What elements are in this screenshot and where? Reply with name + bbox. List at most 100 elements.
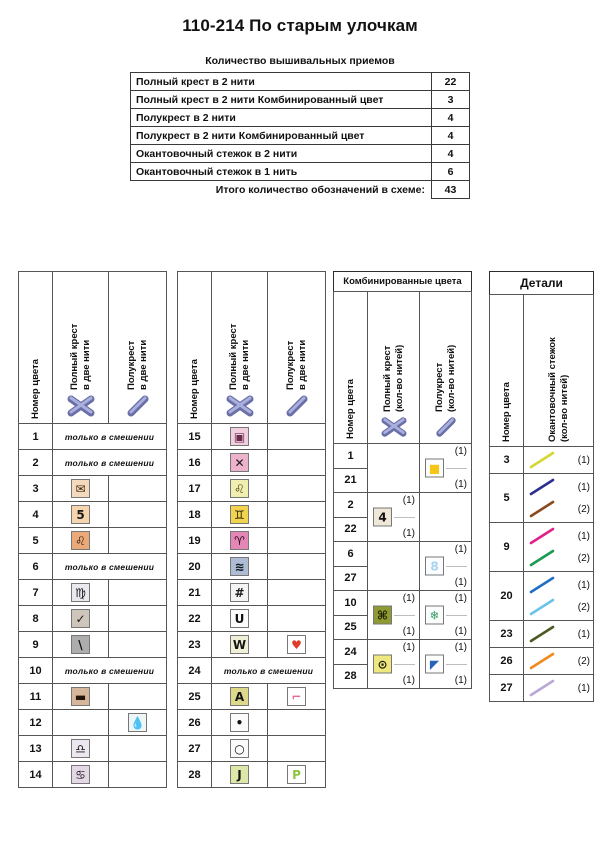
backstitch-row: (1) (527, 476, 590, 498)
table-row: 25 (333, 614, 472, 640)
color-number-cell: 4 (18, 501, 53, 528)
table-row: Полукрест в 2 нити Комбинированный цвет 4 (130, 126, 470, 145)
thread-count: (1) (577, 682, 590, 694)
legend-table-b: Номер цвета Полный крест в две нити (177, 271, 326, 788)
header-half-cross: Полукрест в две нити (108, 271, 167, 424)
half-cross-cell (419, 492, 472, 542)
color-number-cell: 15 (177, 423, 212, 450)
full-cross-cell: W (211, 631, 268, 658)
half-cross-icon (431, 415, 461, 439)
color-number-cell: 21 (333, 467, 368, 493)
backstitch-row: (1) (527, 574, 590, 596)
header-color-number: Номер цвета (489, 294, 524, 447)
table-row: 20 (1) (2) (489, 571, 594, 621)
color-legend-table-1: Номер цвета Полный крест в две нити (18, 271, 167, 788)
backstitch-cell: (1) (523, 674, 594, 702)
half-cross-cell (267, 501, 326, 528)
half-cross-cell (108, 475, 167, 502)
table-row: 15 ▣ (177, 423, 326, 450)
half-cross-cell (267, 423, 326, 450)
color-number-cell: 13 (18, 735, 53, 762)
color-number-cell: 14 (18, 761, 53, 788)
table-row: 12 💧 (18, 709, 167, 736)
table-row: 21 (333, 467, 472, 493)
table-row: 6 только в смешении (18, 553, 167, 580)
table-row: 5 ♌ (18, 527, 167, 554)
color-number-cell: 10 (333, 590, 368, 616)
backstitch-row: (2) (527, 650, 590, 672)
color-number-cell: 2 (18, 449, 53, 476)
color-number-cell: 22 (333, 516, 368, 542)
mix-only-cell: только в смешении (52, 657, 167, 684)
table-row: 28 J P (177, 761, 326, 788)
color-number-cell: 23 (177, 631, 212, 658)
legend-table-d: Детали Номер цвета Окантовочный стежок (… (489, 271, 594, 702)
backstitch-line-icon (527, 450, 557, 470)
summary-label: Полукрест в 2 нити Комбинированный цвет (130, 126, 432, 145)
half-cross-cell (267, 735, 326, 762)
table-row: 2 только в смешении (18, 449, 167, 476)
table-row: 17 ♌ (177, 475, 326, 502)
backstitch-row: (1) (527, 677, 590, 699)
header-color-number: Номер цвета (177, 271, 212, 424)
summary-total-label: Итого количество обозначений в схеме: (215, 183, 425, 196)
half-cross-cell (267, 709, 326, 736)
full-cross-cell: • (211, 709, 268, 736)
summary-label: Полный крест в 2 нити (130, 72, 432, 91)
half-cross-cell (108, 631, 167, 658)
color-number-cell: 19 (177, 527, 212, 554)
backstitch-line-icon (527, 526, 557, 546)
table-row: 28 (333, 663, 472, 689)
thread-count-bottom: (1) (402, 626, 415, 637)
color-number-cell: 6 (18, 553, 53, 580)
header-full-cross: Полный крест в две нити (211, 271, 268, 424)
table-row: 9 (1) (2) (489, 522, 594, 572)
color-number-cell: 1 (333, 443, 368, 469)
color-number-cell: 1 (18, 423, 53, 450)
half-cross-cell: (1) 8 (1) (419, 541, 472, 591)
thread-count: (1) (577, 628, 590, 640)
full-cross-symbol: ▣ (230, 427, 249, 446)
full-cross-symbol: \ (71, 635, 90, 654)
full-cross-cell: (1) ⌘ (1) (367, 590, 420, 640)
half-cross-symbol: 8 (425, 556, 444, 576)
full-cross-cell: A (211, 683, 268, 710)
full-cross-cell (367, 541, 420, 591)
summary-count: 22 (431, 72, 470, 91)
divider (446, 664, 467, 665)
color-number-cell: 20 (489, 571, 524, 621)
full-cross-symbol: ⌘ (373, 605, 392, 625)
color-number-cell: 21 (177, 579, 212, 606)
full-cross-symbol: ○ (230, 739, 249, 758)
thread-count: (2) (577, 552, 590, 564)
summary-count: 4 (431, 126, 470, 145)
half-cross-symbol: ❄ (425, 605, 444, 625)
mix-only-cell: только в смешении (52, 553, 167, 580)
divider (446, 615, 467, 616)
half-cross-cell: 💧 (108, 709, 167, 736)
color-number-cell: 24 (177, 657, 212, 684)
thread-count-bottom: (1) (454, 479, 467, 490)
full-cross-cell: ♍ (52, 579, 109, 606)
full-cross-symbol: # (230, 583, 249, 602)
summary-label: Полукрест в 2 нити (130, 108, 432, 127)
divider (394, 615, 415, 616)
full-cross-cell: (1) ⊙ (1) (367, 639, 420, 689)
color-number-cell: 12 (18, 709, 53, 736)
half-cross-cell (108, 605, 167, 632)
half-cross-cell: ⌐ (267, 683, 326, 710)
full-cross-symbol: ✉ (71, 479, 90, 498)
backstitch-row: (1) (527, 623, 590, 645)
color-number-cell: 22 (177, 605, 212, 632)
summary-count: 6 (431, 162, 470, 181)
color-number-cell: 27 (333, 565, 368, 591)
full-cross-symbol: J (230, 765, 249, 784)
color-number-cell: 25 (177, 683, 212, 710)
table-row: 9 \ (18, 631, 167, 658)
mix-only-cell: только в смешении (211, 657, 326, 684)
summary-total-row: Итого количество обозначений в схеме: 43 (131, 180, 470, 199)
half-cross-cell (267, 449, 326, 476)
header-backstitch-threads: Окантовочный стежок (кол-во нитей) (523, 294, 594, 447)
table-row: 6 (1) 8 (1) (333, 541, 472, 591)
full-cross-symbol: ⊙ (373, 654, 392, 674)
